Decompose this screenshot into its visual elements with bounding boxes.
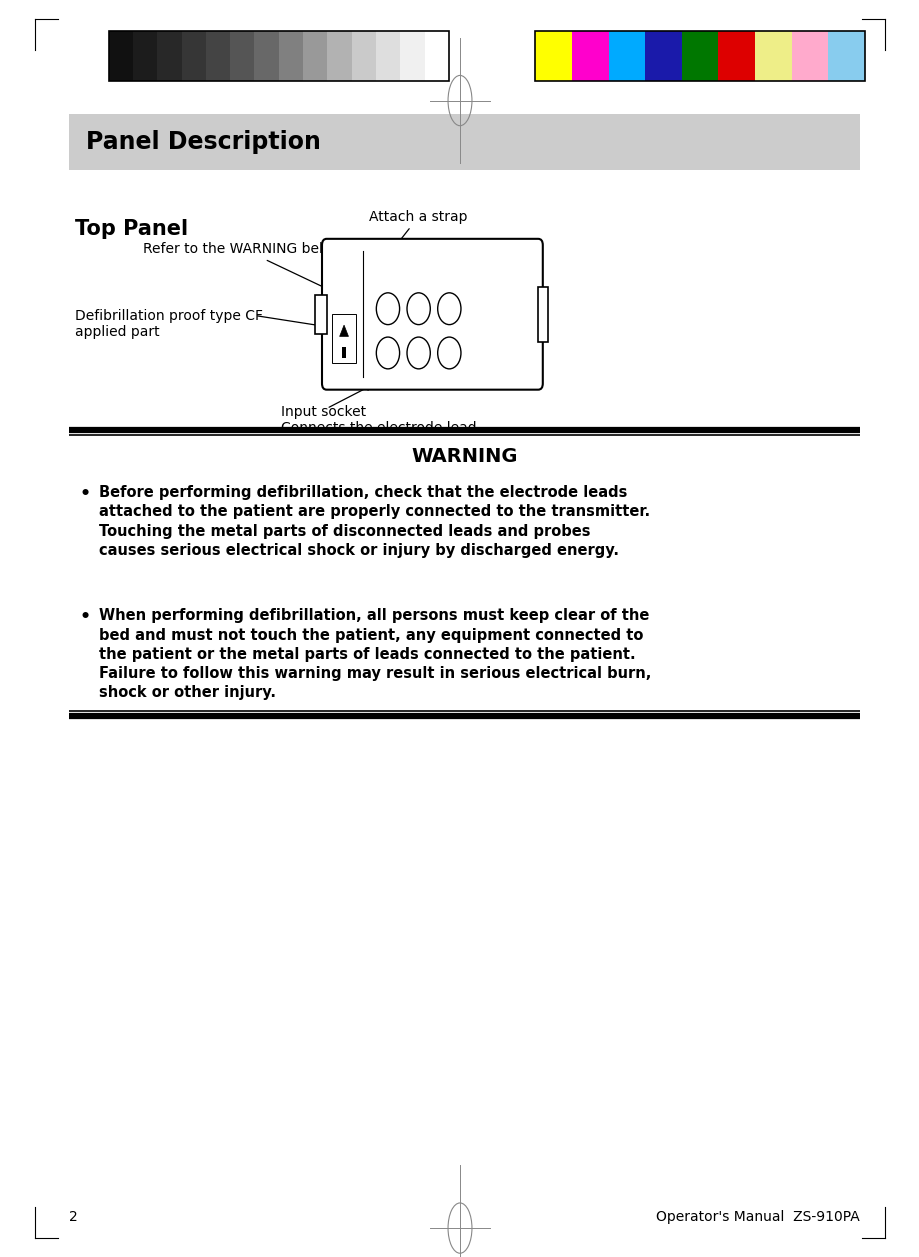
Bar: [327, 30, 351, 80]
Bar: [108, 30, 132, 80]
FancyBboxPatch shape: [322, 239, 542, 390]
Text: •: •: [80, 608, 91, 626]
Bar: [351, 30, 376, 80]
Polygon shape: [339, 326, 348, 337]
Bar: [572, 30, 608, 80]
Bar: [132, 30, 157, 80]
Bar: [69, 114, 859, 170]
Text: Panel Description: Panel Description: [85, 129, 320, 155]
Bar: [255, 30, 278, 80]
Text: Operator's Manual  ZS-910PA: Operator's Manual ZS-910PA: [656, 1209, 859, 1224]
Bar: [376, 30, 400, 80]
Bar: [230, 30, 255, 80]
Text: Attach a strap: Attach a strap: [369, 210, 468, 254]
Text: •: •: [80, 485, 91, 503]
Text: Refer to the WARNING below.: Refer to the WARNING below.: [142, 243, 346, 290]
Bar: [181, 30, 206, 80]
Text: WARNING: WARNING: [411, 447, 517, 466]
Bar: [644, 30, 681, 80]
Text: Top Panel: Top Panel: [75, 219, 188, 239]
Bar: [332, 314, 356, 363]
Text: 2: 2: [69, 1209, 78, 1224]
Bar: [535, 30, 572, 80]
Bar: [538, 287, 547, 342]
Bar: [754, 30, 790, 80]
Bar: [681, 30, 718, 80]
Bar: [108, 30, 448, 80]
Text: Input socket
Connects the electrode lead.: Input socket Connects the electrode lead…: [280, 405, 480, 435]
Text: When performing defibrillation, all persons must keep clear of the
bed and must : When performing defibrillation, all pers…: [99, 608, 651, 700]
Bar: [157, 30, 181, 80]
Bar: [206, 30, 230, 80]
Bar: [608, 30, 644, 80]
Bar: [302, 30, 327, 80]
Text: Before performing defibrillation, check that the electrode leads
attached to the: Before performing defibrillation, check …: [99, 485, 650, 558]
Bar: [342, 347, 346, 358]
Bar: [790, 30, 827, 80]
Bar: [278, 30, 302, 80]
Bar: [314, 295, 326, 333]
Text: Defibrillation proof type CF
applied part: Defibrillation proof type CF applied par…: [75, 309, 263, 339]
Bar: [535, 30, 864, 80]
Bar: [400, 30, 425, 80]
Bar: [827, 30, 864, 80]
Bar: [425, 30, 448, 80]
Bar: [718, 30, 754, 80]
